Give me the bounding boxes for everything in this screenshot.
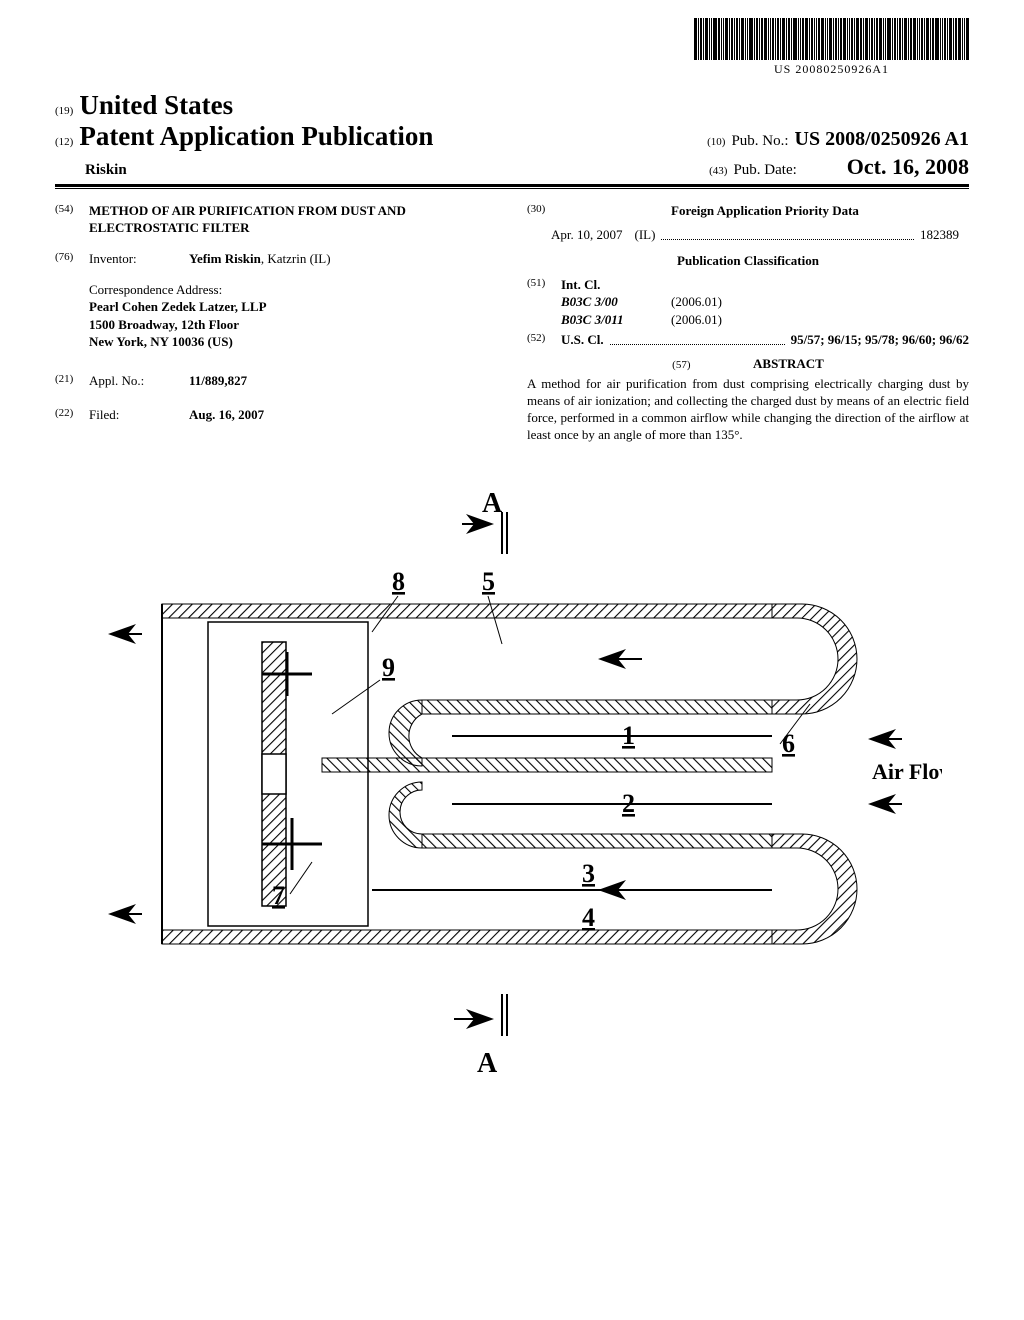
intcl-ver: (2006.01) bbox=[671, 294, 722, 309]
corr-line1: Pearl Cohen Zedek Latzer, LLP bbox=[89, 298, 497, 316]
svg-text:Air Flow: Air Flow bbox=[872, 759, 942, 784]
uscl-label: U.S. Cl. bbox=[561, 332, 604, 348]
inventor-code: (76) bbox=[55, 251, 89, 267]
svg-text:2: 2 bbox=[622, 789, 635, 818]
abstract-hdr-text: ABSTRACT bbox=[753, 356, 824, 371]
intcl-code: (51) bbox=[527, 277, 561, 293]
priority-row: Apr. 10, 2007 (IL) 182389 bbox=[527, 227, 969, 243]
pub-no-label: Pub. No.: bbox=[731, 133, 788, 150]
title-code: (54) bbox=[55, 203, 89, 237]
foreign-hdr: Foreign Application Priority Data bbox=[561, 203, 969, 219]
corr-line2: 1500 Broadway, 12th Floor bbox=[89, 316, 497, 334]
dots-icon bbox=[661, 227, 914, 240]
intcl-sym: B03C 3/011 bbox=[561, 311, 671, 329]
svg-text:A: A bbox=[482, 488, 503, 519]
dots-icon bbox=[610, 332, 785, 345]
pub-type: Patent Application Publication bbox=[79, 121, 433, 152]
foreign-code: (30) bbox=[527, 203, 561, 227]
left-column: (54) METHOD OF AIR PURIFICATION FROM DUS… bbox=[55, 203, 497, 444]
country-code: (19) bbox=[55, 105, 73, 117]
svg-text:1: 1 bbox=[622, 721, 635, 750]
pub-no-value: US 2008/0250926 A1 bbox=[795, 128, 969, 151]
invention-title: METHOD OF AIR PURIFICATION FROM DUST AND… bbox=[89, 203, 497, 237]
svg-text:4: 4 bbox=[582, 903, 595, 932]
foreign-num: 182389 bbox=[920, 227, 959, 243]
pubclass-hdr: Publication Classification bbox=[527, 253, 969, 269]
foreign-cc: (IL) bbox=[635, 227, 656, 243]
inventor-label: Inventor: bbox=[89, 251, 189, 267]
svg-text:3: 3 bbox=[582, 859, 595, 888]
inventor-loc: , Katzrin (IL) bbox=[261, 251, 331, 266]
svg-text:A: A bbox=[477, 1048, 498, 1079]
pub-date-label: Pub. Date: bbox=[733, 162, 796, 179]
barcode-region: US 20080250926A1 bbox=[694, 18, 969, 77]
intcl-label: Int. Cl. bbox=[561, 277, 600, 293]
appl-value: 11/889,827 bbox=[189, 373, 247, 389]
patent-figure: A bbox=[55, 484, 969, 1124]
intcl-list: B03C 3/00(2006.01) B03C 3/011(2006.01) bbox=[561, 293, 969, 328]
pub-date-code: (43) bbox=[709, 165, 727, 177]
header: (19) United States (12) Patent Applicati… bbox=[55, 90, 969, 189]
appl-code: (21) bbox=[55, 373, 89, 389]
svg-text:8: 8 bbox=[392, 567, 405, 596]
rule-thick bbox=[55, 184, 969, 187]
svg-text:9: 9 bbox=[382, 653, 395, 682]
corr-label: Correspondence Address: bbox=[89, 281, 497, 299]
filed-code: (22) bbox=[55, 407, 89, 423]
inventor-name: Yefim Riskin bbox=[189, 251, 261, 266]
barcode-number: US 20080250926A1 bbox=[694, 62, 969, 77]
rule-thin bbox=[55, 188, 969, 189]
filed-value: Aug. 16, 2007 bbox=[189, 407, 264, 423]
pub-no-code: (10) bbox=[707, 136, 725, 148]
biblio: (54) METHOD OF AIR PURIFICATION FROM DUS… bbox=[55, 203, 969, 444]
uscl-code: (52) bbox=[527, 332, 561, 348]
pub-type-code: (12) bbox=[55, 136, 73, 148]
filed-label: Filed: bbox=[89, 407, 189, 423]
foreign-date: Apr. 10, 2007 bbox=[551, 227, 623, 243]
svg-text:5: 5 bbox=[482, 567, 495, 596]
intcl-ver: (2006.01) bbox=[671, 312, 722, 327]
intcl-sym: B03C 3/00 bbox=[561, 293, 671, 311]
correspondence: Correspondence Address: Pearl Cohen Zede… bbox=[89, 281, 497, 351]
barcode bbox=[694, 18, 969, 60]
corr-line3: New York, NY 10036 (US) bbox=[89, 333, 497, 351]
abstract-body: A method for air purification from dust … bbox=[527, 376, 969, 444]
abstract-code: (57) bbox=[672, 359, 690, 371]
pub-date-value: Oct. 16, 2008 bbox=[847, 154, 969, 180]
appl-label: Appl. No.: bbox=[89, 373, 189, 389]
inventor-body: Yefim Riskin, Katzrin (IL) bbox=[189, 251, 497, 267]
author: Riskin bbox=[85, 162, 127, 179]
right-column: (30) Foreign Application Priority Data A… bbox=[527, 203, 969, 444]
country: United States bbox=[79, 90, 233, 121]
svg-text:7: 7 bbox=[272, 881, 285, 910]
abstract-header: (57) ABSTRACT bbox=[527, 356, 969, 372]
uscl-value: 95/57; 96/15; 95/78; 96/60; 96/62 bbox=[791, 332, 969, 348]
